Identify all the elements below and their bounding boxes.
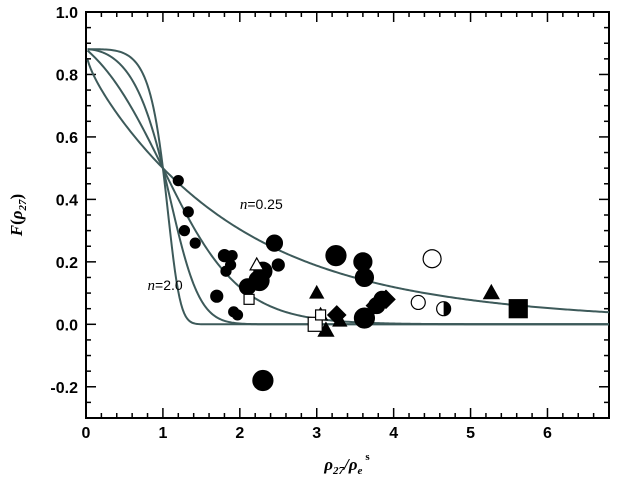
- curve-label-n: n: [148, 278, 156, 294]
- x-axis-title: ρ27/ρes: [323, 451, 370, 477]
- x-tick-label: 0: [82, 425, 91, 442]
- x-axis-title-sub: 27: [332, 465, 345, 477]
- data-point-triangle: [309, 284, 325, 299]
- plot-frame: [85, 11, 610, 419]
- y-axis-title: F(ρ27): [7, 194, 29, 237]
- data-point-triangle: [249, 256, 265, 271]
- x-tick-label: 3: [312, 425, 321, 442]
- y-tick-label: 0.6: [56, 130, 78, 147]
- data-point-circle: [325, 245, 347, 267]
- y-axis-title-base: ρ: [7, 210, 26, 220]
- x-tick-label: 6: [543, 425, 552, 442]
- y-tick-label: 0.2: [56, 255, 78, 272]
- y-tick-label: 0.8: [56, 67, 78, 84]
- data-point-square: [243, 293, 255, 305]
- data-point-circle: [231, 309, 244, 321]
- data-points: [172, 175, 528, 392]
- data-point-circle-half-fill: [443, 301, 451, 316]
- data-point-circle: [224, 259, 237, 271]
- x-axis-title-sub2: e: [358, 465, 363, 477]
- data-point-circle: [353, 307, 376, 329]
- data-point-triangle: [482, 283, 500, 300]
- x-tick-label: 4: [389, 425, 398, 442]
- x-tick-labels: 0 1 2 3 4 5 6: [82, 425, 552, 442]
- y-tick-label: 1.0: [56, 5, 78, 22]
- curve-label-n: n: [240, 197, 248, 213]
- data-point-circle: [172, 175, 184, 187]
- x-axis-title-base: ρ: [323, 455, 333, 474]
- data-point-circle: [226, 250, 238, 262]
- y-axis-title-open: (: [7, 219, 26, 225]
- data-point-diamond: [326, 305, 347, 325]
- x-axis-title-sup: s: [365, 451, 370, 463]
- data-point-circle: [271, 258, 285, 272]
- data-point-circle: [178, 225, 191, 237]
- curve-label: n=2.0: [148, 277, 183, 294]
- data-point-circle: [265, 234, 284, 252]
- x-tick-label: 5: [466, 425, 475, 442]
- axis-ticks: [85, 11, 610, 419]
- data-point-square: [508, 299, 528, 319]
- y-axis-title-func: F: [7, 224, 26, 237]
- curve-labels: n=0.25n=2.0: [148, 196, 283, 294]
- curve-label-value: =2.0: [155, 277, 183, 293]
- data-point-circle: [354, 267, 375, 288]
- curve-label-value: =0.25: [247, 196, 283, 212]
- y-tick-label: 0.0: [56, 317, 78, 334]
- y-tick-labels: -0.2 0.0 0.2 0.4 0.6 0.8 1.0: [50, 5, 78, 397]
- data-point-circle: [252, 369, 274, 392]
- y-axis-title-close: ): [7, 194, 26, 200]
- data-point-circle: [210, 289, 224, 303]
- y-tick-label: -0.2: [50, 380, 78, 397]
- x-tick-label: 1: [158, 425, 167, 442]
- data-point-circle: [422, 249, 442, 269]
- y-tick-label: 0.4: [56, 192, 78, 209]
- model-curve: [86, 49, 609, 326]
- data-point-circle: [410, 294, 426, 311]
- x-tick-label: 2: [235, 425, 244, 442]
- curve-label: n=0.25: [240, 196, 283, 213]
- x-axis-title-mid: /ρ: [342, 455, 358, 474]
- data-point-circle: [189, 237, 201, 249]
- data-point-circle: [182, 206, 194, 218]
- data-point-square: [314, 309, 327, 321]
- y-axis-title-sub: 27: [17, 199, 29, 212]
- data-point-diamond: [365, 296, 384, 315]
